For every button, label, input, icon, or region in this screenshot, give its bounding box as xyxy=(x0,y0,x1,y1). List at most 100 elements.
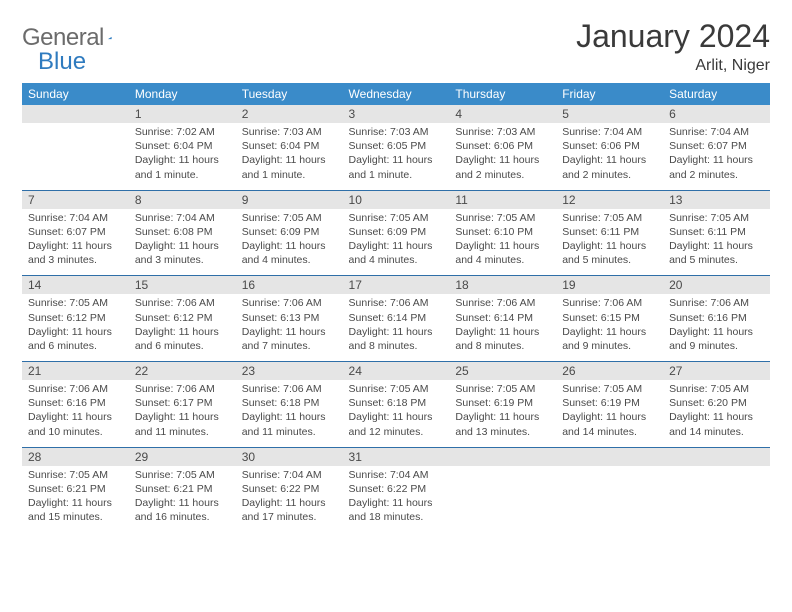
sunset-line: Sunset: 6:11 PM xyxy=(669,225,764,239)
header: General January 2024 Arlit, Niger xyxy=(22,18,770,75)
daylight-line: Daylight: 11 hours and 3 minutes. xyxy=(28,239,123,267)
day-number-cell: 29 xyxy=(129,448,236,466)
logo-triangle-icon xyxy=(108,29,112,47)
day-detail-cell: Sunrise: 7:06 AMSunset: 6:18 PMDaylight:… xyxy=(236,380,343,447)
sunset-line: Sunset: 6:09 PM xyxy=(242,225,337,239)
daylight-line: Daylight: 11 hours and 3 minutes. xyxy=(135,239,230,267)
day-number-row: 123456 xyxy=(22,105,770,123)
day-detail-cell: Sunrise: 7:05 AMSunset: 6:11 PMDaylight:… xyxy=(663,209,770,276)
location-label: Arlit, Niger xyxy=(576,57,770,75)
sunrise-line: Sunrise: 7:05 AM xyxy=(349,382,444,396)
dow-sunday: Sunday xyxy=(22,83,129,105)
daylight-line: Daylight: 11 hours and 18 minutes. xyxy=(349,496,444,524)
day-number-cell: 5 xyxy=(556,105,663,123)
day-number-cell: 19 xyxy=(556,276,663,294)
logo-text-blue: Blue xyxy=(38,48,86,76)
sunrise-line: Sunrise: 7:04 AM xyxy=(242,468,337,482)
day-number-cell: 12 xyxy=(556,191,663,209)
day-detail-cell: Sunrise: 7:04 AMSunset: 6:07 PMDaylight:… xyxy=(22,209,129,276)
day-number-cell xyxy=(449,448,556,466)
day-detail-row: Sunrise: 7:05 AMSunset: 6:21 PMDaylight:… xyxy=(22,466,770,533)
daylight-line: Daylight: 11 hours and 9 minutes. xyxy=(562,325,657,353)
daylight-line: Daylight: 11 hours and 11 minutes. xyxy=(242,410,337,438)
sunrise-line: Sunrise: 7:06 AM xyxy=(242,382,337,396)
day-number-cell xyxy=(556,448,663,466)
sunset-line: Sunset: 6:12 PM xyxy=(28,311,123,325)
sunset-line: Sunset: 6:12 PM xyxy=(135,311,230,325)
daylight-line: Daylight: 11 hours and 5 minutes. xyxy=(562,239,657,267)
day-of-week-row: Sunday Monday Tuesday Wednesday Thursday… xyxy=(22,83,770,105)
sunrise-line: Sunrise: 7:06 AM xyxy=(242,296,337,310)
sunrise-line: Sunrise: 7:05 AM xyxy=(28,296,123,310)
day-detail-cell: Sunrise: 7:05 AMSunset: 6:12 PMDaylight:… xyxy=(22,294,129,361)
daylight-line: Daylight: 11 hours and 6 minutes. xyxy=(135,325,230,353)
day-number-cell: 3 xyxy=(343,105,450,123)
daylight-line: Daylight: 11 hours and 1 minute. xyxy=(135,153,230,181)
daylight-line: Daylight: 11 hours and 1 minute. xyxy=(349,153,444,181)
sunrise-line: Sunrise: 7:03 AM xyxy=(349,125,444,139)
day-detail-cell: Sunrise: 7:06 AMSunset: 6:16 PMDaylight:… xyxy=(663,294,770,361)
sunset-line: Sunset: 6:19 PM xyxy=(562,396,657,410)
day-detail-cell: Sunrise: 7:06 AMSunset: 6:17 PMDaylight:… xyxy=(129,380,236,447)
daylight-line: Daylight: 11 hours and 6 minutes. xyxy=(28,325,123,353)
sunset-line: Sunset: 6:13 PM xyxy=(242,311,337,325)
sunrise-line: Sunrise: 7:03 AM xyxy=(455,125,550,139)
day-detail-cell: Sunrise: 7:05 AMSunset: 6:18 PMDaylight:… xyxy=(343,380,450,447)
day-number-cell: 21 xyxy=(22,362,129,380)
daylight-line: Daylight: 11 hours and 9 minutes. xyxy=(669,325,764,353)
sunrise-line: Sunrise: 7:05 AM xyxy=(349,211,444,225)
sunset-line: Sunset: 6:04 PM xyxy=(242,139,337,153)
sunrise-line: Sunrise: 7:05 AM xyxy=(135,468,230,482)
sunrise-line: Sunrise: 7:04 AM xyxy=(135,211,230,225)
daylight-line: Daylight: 11 hours and 16 minutes. xyxy=(135,496,230,524)
calendar-table: Sunday Monday Tuesday Wednesday Thursday… xyxy=(22,83,770,532)
sunset-line: Sunset: 6:21 PM xyxy=(135,482,230,496)
sunset-line: Sunset: 6:08 PM xyxy=(135,225,230,239)
day-detail-cell: Sunrise: 7:04 AMSunset: 6:08 PMDaylight:… xyxy=(129,209,236,276)
sunset-line: Sunset: 6:10 PM xyxy=(455,225,550,239)
month-title: January 2024 xyxy=(576,18,770,55)
day-detail-cell xyxy=(449,466,556,533)
sunrise-line: Sunrise: 7:05 AM xyxy=(455,211,550,225)
sunset-line: Sunset: 6:22 PM xyxy=(242,482,337,496)
sunset-line: Sunset: 6:07 PM xyxy=(28,225,123,239)
day-detail-cell: Sunrise: 7:04 AMSunset: 6:22 PMDaylight:… xyxy=(236,466,343,533)
day-detail-cell: Sunrise: 7:05 AMSunset: 6:21 PMDaylight:… xyxy=(129,466,236,533)
day-number-cell: 28 xyxy=(22,448,129,466)
daylight-line: Daylight: 11 hours and 11 minutes. xyxy=(135,410,230,438)
daylight-line: Daylight: 11 hours and 2 minutes. xyxy=(455,153,550,181)
daylight-line: Daylight: 11 hours and 14 minutes. xyxy=(669,410,764,438)
daylight-line: Daylight: 11 hours and 13 minutes. xyxy=(455,410,550,438)
day-number-cell: 22 xyxy=(129,362,236,380)
daylight-line: Daylight: 11 hours and 10 minutes. xyxy=(28,410,123,438)
day-detail-cell xyxy=(22,123,129,190)
day-number-row: 78910111213 xyxy=(22,191,770,209)
sunset-line: Sunset: 6:18 PM xyxy=(349,396,444,410)
sunset-line: Sunset: 6:19 PM xyxy=(455,396,550,410)
sunrise-line: Sunrise: 7:06 AM xyxy=(455,296,550,310)
day-detail-cell: Sunrise: 7:06 AMSunset: 6:15 PMDaylight:… xyxy=(556,294,663,361)
sunset-line: Sunset: 6:22 PM xyxy=(349,482,444,496)
day-number-cell: 18 xyxy=(449,276,556,294)
dow-tuesday: Tuesday xyxy=(236,83,343,105)
day-number-cell: 14 xyxy=(22,276,129,294)
sunrise-line: Sunrise: 7:04 AM xyxy=(28,211,123,225)
sunset-line: Sunset: 6:05 PM xyxy=(349,139,444,153)
dow-thursday: Thursday xyxy=(449,83,556,105)
day-detail-cell xyxy=(663,466,770,533)
sunrise-line: Sunrise: 7:04 AM xyxy=(669,125,764,139)
day-detail-cell: Sunrise: 7:05 AMSunset: 6:09 PMDaylight:… xyxy=(236,209,343,276)
sunset-line: Sunset: 6:15 PM xyxy=(562,311,657,325)
sunrise-line: Sunrise: 7:03 AM xyxy=(242,125,337,139)
sunrise-line: Sunrise: 7:05 AM xyxy=(669,382,764,396)
sunrise-line: Sunrise: 7:04 AM xyxy=(562,125,657,139)
daylight-line: Daylight: 11 hours and 17 minutes. xyxy=(242,496,337,524)
day-number-cell: 27 xyxy=(663,362,770,380)
day-number-cell xyxy=(22,105,129,123)
sunrise-line: Sunrise: 7:05 AM xyxy=(562,382,657,396)
day-number-cell: 16 xyxy=(236,276,343,294)
day-number-row: 21222324252627 xyxy=(22,362,770,380)
day-number-cell: 30 xyxy=(236,448,343,466)
daylight-line: Daylight: 11 hours and 7 minutes. xyxy=(242,325,337,353)
day-detail-row: Sunrise: 7:06 AMSunset: 6:16 PMDaylight:… xyxy=(22,380,770,447)
